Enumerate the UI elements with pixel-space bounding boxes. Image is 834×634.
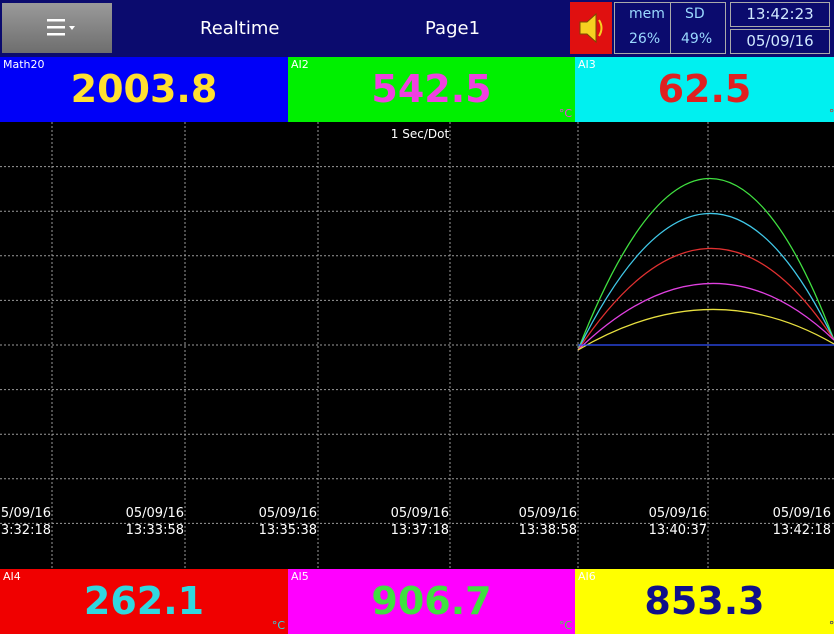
- channel-label: AI5: [291, 570, 309, 583]
- time-label-time: 13:42:18: [772, 523, 831, 538]
- channel-unit: °C: [558, 107, 572, 120]
- channel-label: AI2: [291, 58, 309, 71]
- time-label: 05/09/16 13:33:58: [126, 505, 184, 539]
- value-tile[interactable]: AI5 906.7 °C: [288, 569, 575, 634]
- time-label-date: 05/09/16: [518, 506, 577, 521]
- speaker-icon: [579, 12, 603, 44]
- page-name[interactable]: Page1: [425, 18, 481, 39]
- trend-ai3: [577, 212, 834, 351]
- time-axis: 05/09/1613:32:1805/09/1613:33:5805/09/16…: [0, 505, 834, 545]
- trend-chart: 1 Sec/Dot: [0, 122, 834, 568]
- value-tile[interactable]: AI4 262.1 °C: [0, 569, 288, 634]
- mem-value: 26%: [629, 31, 661, 47]
- trend-ai5: [577, 282, 834, 351]
- grid: [0, 122, 834, 568]
- channel-label: AI6: [578, 570, 596, 583]
- time-label: 05/09/16 13:38:58: [519, 505, 577, 539]
- trend-lines: [577, 177, 834, 351]
- channel-value: 542.5: [371, 67, 492, 111]
- channel-value: 853.3: [644, 579, 765, 623]
- screen-title: Realtime: [200, 18, 280, 39]
- time-label: 05/09/16 13:35:38: [259, 505, 317, 539]
- channel-unit: °C: [558, 619, 572, 632]
- value-tile[interactable]: AI6 853.3 °C: [575, 569, 834, 634]
- time-label-time: 13:37:18: [390, 523, 449, 538]
- alarm-button[interactable]: [570, 2, 612, 54]
- value-tile[interactable]: AI2 542.5 °C: [288, 57, 575, 122]
- channel-unit: °C: [828, 107, 834, 120]
- time-label-time: 13:33:58: [125, 523, 184, 538]
- time-label-time: 13:35:38: [258, 523, 317, 538]
- clock-date: 05/09/16: [730, 29, 830, 54]
- trend-ai2: [577, 177, 834, 351]
- channel-value: 262.1: [83, 579, 205, 623]
- time-label-date: 05/09/16: [0, 506, 51, 521]
- channel-value: 906.7: [371, 579, 492, 623]
- sd-label: SD: [685, 6, 705, 22]
- clock-time: 13:42:23: [730, 2, 830, 27]
- channel-label: Math20: [3, 58, 45, 71]
- time-label: 05/09/16 13:40:37: [649, 505, 707, 539]
- trend-ai6: [577, 308, 834, 351]
- time-label-date: 05/09/16: [772, 506, 831, 521]
- time-label: 05/09/16 13:32:18: [0, 505, 51, 539]
- time-label-time: 13:40:37: [648, 523, 707, 538]
- channel-unit: °C: [271, 619, 285, 632]
- time-label: 05/09/16 13:42:18: [773, 505, 831, 539]
- mem-label: mem: [629, 6, 665, 22]
- storage-status: mem SD 26% 49%: [614, 2, 726, 54]
- time-label-time: 13:38:58: [518, 523, 577, 538]
- time-label-date: 05/09/16: [258, 506, 317, 521]
- time-label-date: 05/09/16: [648, 506, 707, 521]
- time-label-time: 13:32:18: [0, 523, 51, 538]
- channel-label: AI3: [578, 58, 596, 71]
- channel-value: 62.5: [657, 67, 752, 111]
- value-tile[interactable]: Math20 2003.8: [0, 57, 288, 122]
- value-tile[interactable]: AI3 62.5 °C: [575, 57, 834, 122]
- channel-value: 2003.8: [70, 67, 218, 111]
- channel-label: AI4: [3, 570, 21, 583]
- menu-button[interactable]: [2, 3, 112, 53]
- divider: [670, 3, 671, 53]
- time-label-date: 05/09/16: [125, 506, 184, 521]
- trend-ai4: [577, 247, 834, 351]
- clock: 13:42:23 05/09/16: [730, 2, 832, 54]
- menu-icon: [47, 19, 75, 36]
- sd-value: 49%: [681, 31, 713, 47]
- header-bar: Realtime Page1 mem SD 26% 49% 13:42:23 0…: [0, 0, 834, 57]
- scale-label: 1 Sec/Dot: [391, 127, 450, 141]
- time-label-date: 05/09/16: [390, 506, 449, 521]
- time-label: 05/09/16 13:37:18: [391, 505, 449, 539]
- channel-unit: °C: [828, 619, 834, 632]
